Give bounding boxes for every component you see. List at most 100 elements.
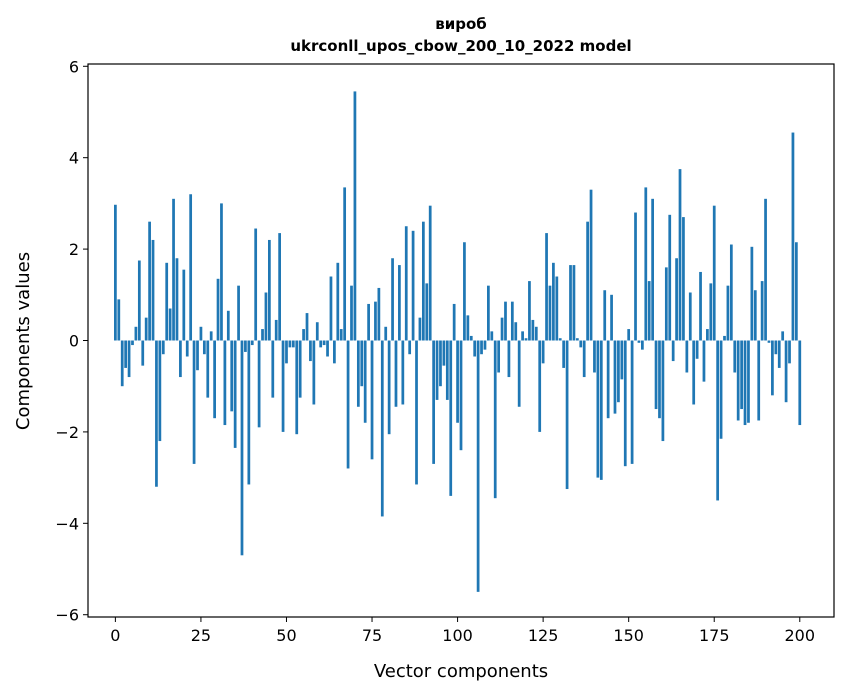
bar [432,340,435,464]
bar [452,303,456,341]
bar [706,329,709,341]
bar [613,340,617,414]
bar [168,308,172,341]
bar [384,326,388,341]
bar [517,340,521,407]
bar [148,221,151,341]
bar [356,340,360,407]
bar [565,340,569,490]
bar [476,340,480,592]
bar [141,340,145,366]
bar [777,340,781,368]
bar [603,290,607,341]
bar [237,285,240,341]
bar [295,340,299,435]
bar [661,340,665,442]
bar [620,340,624,380]
bar [326,340,329,357]
bar [425,283,429,341]
bar [528,281,531,341]
chart-title-line-2: ukrconll_upos_cbow_200_10_2022 model [290,37,631,55]
bar [185,340,189,357]
bar [182,269,186,341]
bar [558,338,562,341]
bar [463,242,466,341]
bar [596,340,600,478]
bar [531,319,535,341]
bar [685,340,689,373]
bar [555,276,559,341]
bar [589,189,593,341]
bar [408,340,412,355]
bar [753,290,757,341]
bar [514,322,518,341]
bar [329,276,333,341]
bar [137,260,141,341]
bar [281,340,285,432]
bar [278,233,281,341]
bar [161,340,165,355]
bar [268,239,271,341]
bar [274,319,278,341]
bar [750,246,754,341]
bar [794,242,798,341]
bar [421,221,425,341]
bar [155,340,158,487]
x-tick-label: 50 [276,626,296,645]
bar [442,340,446,366]
bar [719,340,723,439]
bar [545,233,548,341]
y-tick-label: −2 [55,423,79,442]
bar [209,331,213,341]
bar [699,271,702,341]
bar [610,294,613,341]
bar [254,228,258,341]
x-tick-label: 125 [528,626,559,645]
bar [487,285,490,341]
bar [466,315,470,341]
bar [398,265,401,341]
bar [353,91,357,341]
x-tick-label: 25 [191,626,211,645]
bar [541,340,545,364]
bars-group [114,91,802,592]
bar [493,340,497,499]
bar [733,340,737,373]
x-tick-label: 100 [442,626,473,645]
y-tick-label: 4 [69,149,79,168]
bar [504,301,507,341]
bar [692,340,696,405]
bar [370,340,374,460]
bar [634,212,637,341]
bar [723,335,726,341]
bar [747,340,750,423]
bar [189,194,193,341]
bar [500,317,504,341]
bar [627,329,631,341]
y-tick-label: −4 [55,514,79,533]
bar [695,340,699,359]
bar [336,262,340,341]
bar [415,340,418,485]
bar [298,340,302,398]
x-tick-label: 0 [110,626,120,645]
bar [411,230,415,341]
y-tick-label: −6 [55,606,79,625]
bar [490,331,494,341]
bar [740,340,743,410]
bar [192,340,196,464]
bar [641,340,644,350]
bar [261,329,264,341]
bar [469,335,473,341]
bar [288,340,292,348]
bar [401,340,405,405]
bar [709,283,713,341]
bar [798,340,802,426]
bar [647,281,651,341]
bar [480,340,483,355]
bar [127,340,131,378]
bar [688,292,692,341]
bar [664,267,668,341]
bar [202,340,206,355]
bar [418,317,422,341]
